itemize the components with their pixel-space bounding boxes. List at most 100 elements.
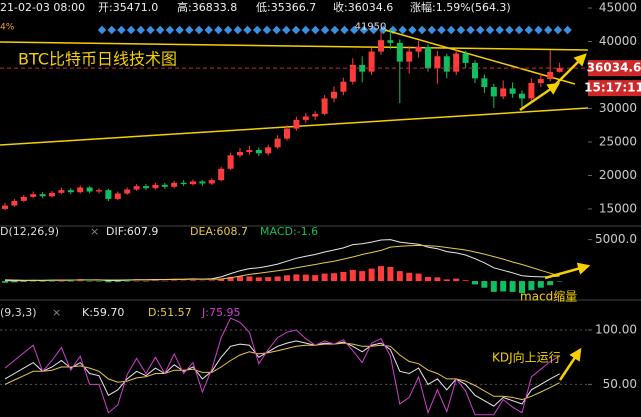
macd-bar <box>77 280 84 282</box>
macd-bar <box>387 266 394 282</box>
signal-diamond <box>437 25 446 35</box>
macd-bar <box>96 281 102 282</box>
macd-bar <box>161 280 168 282</box>
candle-body <box>143 186 149 189</box>
trend-line <box>384 29 576 85</box>
legend-label: J:75.95 <box>201 306 240 319</box>
candle-body <box>434 56 441 69</box>
macd-bar <box>331 273 337 282</box>
macd-bar <box>218 279 225 282</box>
macd-bar <box>190 280 196 282</box>
macd-bar <box>415 273 422 282</box>
indicator-line <box>4 340 560 407</box>
candle-body <box>378 40 384 52</box>
candle-body <box>124 189 131 194</box>
signal-diamond <box>349 25 359 35</box>
candle-body <box>161 184 168 187</box>
indicator-name: D(12,26,9) <box>0 225 59 238</box>
macd-bar <box>528 281 535 291</box>
signal-diamond <box>398 25 407 35</box>
header-text: 高:36833.8 <box>177 0 237 14</box>
macd-bar <box>255 277 262 282</box>
y-tick-label: 25000 <box>599 134 637 148</box>
candle-body <box>462 53 469 63</box>
legend-label: DEA:608.7 <box>190 225 248 238</box>
candle-body <box>246 150 253 153</box>
annotation: macd缩量 <box>520 289 577 304</box>
candle-body <box>180 182 187 185</box>
header-text: 低:35366.7 <box>256 1 316 14</box>
macd-bar <box>67 281 74 282</box>
candle-body <box>58 190 65 193</box>
candle-body <box>114 193 121 199</box>
macd-bar <box>49 281 55 282</box>
candle-body <box>39 194 46 197</box>
y-tick-label: 5000.0 <box>595 232 637 246</box>
y-tick-label: 15000 <box>599 201 637 215</box>
candle-body <box>537 79 544 84</box>
macd-bar <box>20 281 27 282</box>
candle-body <box>349 64 356 82</box>
y-tick-label: 100.00 <box>595 323 637 337</box>
candle-body <box>490 87 497 97</box>
candle-body <box>86 187 93 192</box>
signal-diamond <box>446 25 456 35</box>
candle-body <box>500 88 507 97</box>
candle-body <box>321 98 328 114</box>
macd-bar <box>537 281 544 288</box>
header-text: 21-02-03 08:00 <box>0 1 85 14</box>
candle-body <box>171 182 178 187</box>
macd-bar <box>349 269 356 282</box>
macd-bar <box>293 274 300 282</box>
candle-body <box>265 147 272 154</box>
macd-bar <box>58 281 65 282</box>
y-tick-label: 30000 <box>599 101 637 115</box>
macd-bar <box>556 281 563 282</box>
candle-body <box>255 150 262 154</box>
annotation: KDJ向上运行 <box>492 350 561 365</box>
macd-bar <box>86 281 93 282</box>
candle-body <box>509 88 516 94</box>
macd-bar <box>39 281 46 282</box>
candle-body <box>30 194 37 197</box>
close-icon[interactable]: × <box>90 225 99 238</box>
candle-body <box>284 128 290 139</box>
close-icon[interactable]: × <box>52 306 61 319</box>
signal-diamond <box>408 25 417 35</box>
candle-body <box>425 46 431 69</box>
macd-bar <box>11 281 18 283</box>
y-tick-label: 50.00 <box>603 377 637 391</box>
macd-bar <box>547 281 554 286</box>
arrow <box>558 347 582 381</box>
candle-body <box>368 51 375 72</box>
legend-label: K:59.70 <box>82 306 124 319</box>
macd-bar <box>208 280 215 282</box>
candle-body <box>77 187 84 193</box>
indicator-name: (9,3,3) <box>0 306 37 319</box>
macd-bar <box>227 276 234 282</box>
indicator-line <box>4 317 560 416</box>
signal-diamond <box>359 25 369 35</box>
macd-bar <box>105 281 112 283</box>
y-tick-label: 20000 <box>599 168 637 182</box>
candle-body <box>133 186 140 190</box>
macd-bar <box>302 274 309 282</box>
candle-body <box>472 62 478 79</box>
arrow <box>519 82 561 112</box>
candle-body <box>340 81 347 92</box>
signal-diamond <box>369 25 378 35</box>
macd-bar <box>2 281 8 283</box>
corner-label: 4% <box>0 23 15 33</box>
macd-bar <box>453 278 460 282</box>
candle-body <box>208 180 215 184</box>
last-price-label: 36034.6 <box>587 61 641 75</box>
indicator-line <box>4 244 560 281</box>
header-text: 涨幅:1.59%(564.3) <box>410 1 511 14</box>
signal-diamond <box>262 25 272 35</box>
trend-line <box>0 41 588 51</box>
arrow <box>555 53 587 85</box>
macd-bar <box>462 280 469 282</box>
header-text: 收:36034.6 <box>333 0 393 14</box>
macd-bar <box>519 281 525 294</box>
